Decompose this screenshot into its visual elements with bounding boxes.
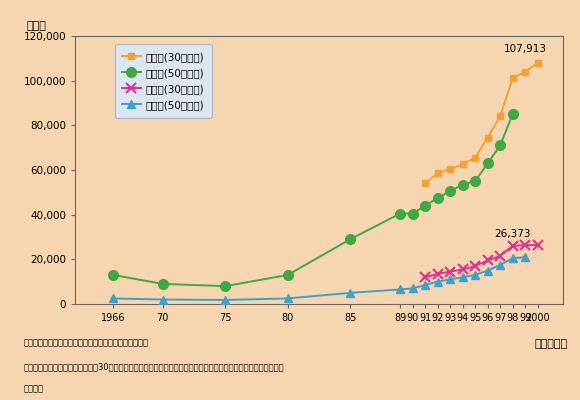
中学校(50日以上)	[447, 189, 454, 194]
小学校(30日以上)	[534, 243, 541, 248]
Text: 26,373: 26,373	[494, 229, 530, 239]
中学校(50日以上)	[222, 284, 229, 288]
中学校(50日以上)	[284, 272, 291, 277]
中学校(30日以上)	[434, 171, 441, 176]
小学校(50日以上)	[422, 283, 429, 288]
小学校(50日以上)	[397, 287, 404, 292]
中学校(50日以上)	[110, 272, 117, 277]
小学校(50日以上)	[447, 277, 454, 282]
中学校(30日以上)	[472, 155, 478, 160]
小学校(30日以上)	[447, 269, 454, 274]
Text: （備考）１．文部科学省「学校基本調査」により作成。: （備考）１．文部科学省「学校基本調査」により作成。	[23, 338, 148, 347]
小学校(50日以上)	[484, 268, 491, 273]
小学校(50日以上)	[284, 296, 291, 301]
中学校(30日以上)	[534, 60, 541, 65]
小学校(30日以上)	[434, 272, 441, 276]
小学校(50日以上)	[347, 290, 354, 295]
小学校(30日以上)	[521, 243, 528, 248]
中学校(50日以上)	[160, 282, 166, 286]
小学校(30日以上)	[472, 264, 478, 268]
中学校(30日以上)	[459, 162, 466, 167]
中学校(50日以上)	[472, 179, 478, 184]
小学校(30日以上)	[496, 254, 503, 258]
中学校(50日以上)	[397, 211, 404, 216]
小学校(50日以上)	[160, 297, 166, 302]
中学校(30日以上)	[422, 181, 429, 186]
中学校(50日以上)	[347, 237, 354, 242]
中学校(50日以上)	[484, 161, 491, 166]
中学校(30日以上)	[447, 166, 454, 171]
小学校(30日以上)	[484, 258, 491, 263]
Text: （人）: （人）	[27, 21, 46, 31]
小学校(50日以上)	[472, 272, 478, 277]
中学校(50日以上)	[422, 203, 429, 208]
小学校(50日以上)	[496, 262, 503, 267]
小学校(50日以上)	[521, 255, 528, 260]
Text: （年度間）: （年度間）	[534, 339, 567, 349]
Line: 小学校(50日以上): 小学校(50日以上)	[108, 253, 530, 304]
中学校(50日以上)	[409, 211, 416, 216]
小学校(30日以上)	[509, 244, 516, 248]
Text: 107,913: 107,913	[504, 44, 547, 54]
Text: ２．不登校を理由に年度間に30日以上欠席した児童または生徒の数。５０日以上欠席した児童または生徒の数: ２．不登校を理由に年度間に30日以上欠席した児童または生徒の数。５０日以上欠席し…	[23, 362, 284, 371]
Line: 小学校(30日以上): 小学校(30日以上)	[420, 240, 542, 282]
中学校(50日以上)	[459, 182, 466, 187]
中学校(50日以上)	[496, 143, 503, 148]
Line: 中学校(50日以上): 中学校(50日以上)	[108, 109, 517, 291]
小学校(50日以上)	[459, 275, 466, 280]
小学校(50日以上)	[409, 286, 416, 291]
中学校(30日以上)	[484, 135, 491, 140]
小学校(50日以上)	[434, 279, 441, 284]
Line: 中学校(30日以上): 中学校(30日以上)	[422, 60, 541, 187]
小学校(50日以上)	[110, 296, 117, 301]
小学校(30日以上)	[459, 267, 466, 272]
中学校(50日以上)	[509, 112, 516, 116]
小学校(30日以上)	[422, 275, 429, 280]
Legend: 中学校(30日以上), 中学校(50日以上), 小学校(30日以上), 小学校(50日以上): 中学校(30日以上), 中学校(50日以上), 小学校(30日以上), 小学校(…	[115, 44, 212, 118]
中学校(30日以上)	[509, 76, 516, 81]
中学校(50日以上)	[434, 196, 441, 200]
Text: は内数。: は内数。	[23, 385, 43, 394]
小学校(50日以上)	[509, 256, 516, 261]
中学校(30日以上)	[521, 69, 528, 74]
小学校(50日以上)	[222, 298, 229, 302]
中学校(30日以上)	[496, 114, 503, 119]
